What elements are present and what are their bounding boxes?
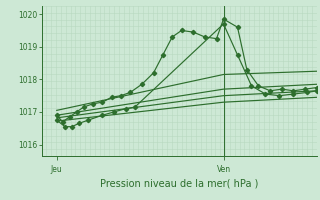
X-axis label: Pression niveau de la mer( hPa ): Pression niveau de la mer( hPa ) <box>100 178 258 188</box>
